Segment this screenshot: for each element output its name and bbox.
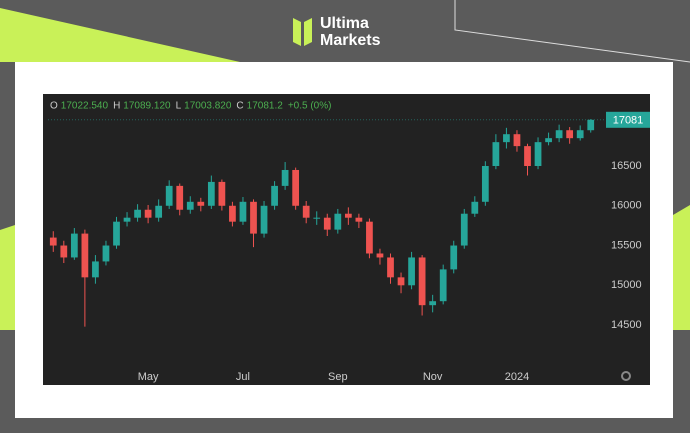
candle-body	[355, 217, 363, 222]
candle-body	[197, 201, 205, 206]
settings-icon[interactable]	[621, 371, 631, 381]
candle-body	[239, 201, 247, 222]
candle-body	[471, 201, 479, 214]
candle-body	[323, 217, 331, 230]
legend-value: 17003.820	[184, 101, 232, 112]
y-tick-label: 16000	[611, 200, 642, 212]
candle-body	[545, 138, 552, 143]
candle-body	[481, 166, 489, 202]
candle-body	[492, 142, 500, 167]
candle-body	[70, 233, 78, 258]
accent	[673, 205, 690, 330]
candle-body	[555, 130, 563, 139]
candle-body	[302, 205, 310, 218]
y-tick-label: 16500	[611, 160, 642, 172]
candle-body	[250, 201, 257, 234]
candle-body	[503, 134, 510, 143]
candle-body	[271, 185, 278, 206]
candle-body	[460, 213, 468, 246]
candle-body	[313, 217, 321, 219]
candle-body	[397, 277, 405, 286]
legend-value: 17022.540	[61, 101, 109, 112]
x-tick-label: Nov	[423, 371, 443, 383]
last-price-label: 17081	[613, 115, 644, 127]
candle-body	[344, 213, 352, 218]
logo: Ultima Markets	[293, 15, 381, 49]
accent	[0, 8, 240, 62]
candle-body	[408, 257, 415, 286]
gear[interactable]	[621, 371, 631, 381]
legend-value: 17089.120	[123, 101, 171, 112]
candle-body	[387, 257, 394, 278]
accent	[0, 225, 15, 330]
candle-body	[92, 261, 99, 278]
candle-body	[123, 217, 131, 222]
candle-body	[176, 185, 184, 210]
candle-body	[102, 245, 110, 262]
legend-key: H	[113, 101, 120, 112]
x-tick-label: May	[138, 371, 159, 383]
candle-body	[218, 181, 226, 206]
candle-body	[366, 221, 373, 254]
candle-body	[144, 209, 152, 218]
legend-key: L	[176, 101, 182, 112]
candle-body	[292, 169, 300, 206]
candle-body	[376, 253, 384, 258]
candle-body	[260, 205, 268, 234]
candle-body	[281, 169, 289, 186]
candle-body	[334, 213, 342, 230]
candle-body	[524, 146, 531, 167]
candle-body	[81, 233, 89, 278]
logo-icon	[293, 18, 301, 46]
candle-body	[134, 209, 141, 218]
brand: Markets	[320, 32, 381, 49]
candle-body	[534, 142, 542, 167]
x-tick-label: 2024	[505, 371, 529, 383]
candle-body	[155, 205, 163, 218]
ohlc-legend: O 17022.540 H 17089.120 L 17003.820 C 17081.2 +0…	[50, 101, 331, 112]
candle-body	[450, 245, 458, 270]
candle-body	[587, 119, 595, 131]
last-price-badge	[606, 111, 650, 128]
candle-body	[113, 221, 120, 246]
logo-icon	[304, 18, 312, 46]
legend-change: +0.5 (0%)	[288, 101, 332, 112]
candle-body	[207, 181, 215, 206]
legend-value: 17081.2	[247, 101, 284, 112]
brand: Ultima	[320, 15, 369, 32]
x-tick-label: Sep	[328, 371, 348, 383]
y-tick-label: 15000	[611, 279, 642, 291]
candle-body	[439, 269, 447, 302]
candle-body	[186, 201, 194, 210]
y-tick-label: 15500	[611, 239, 642, 251]
candle-body	[418, 257, 426, 306]
legend-key: O	[50, 101, 58, 112]
legend-key: C	[236, 101, 243, 112]
candle-body	[566, 130, 574, 139]
y-tick-label: 14500	[611, 319, 642, 331]
candle-body	[49, 237, 57, 246]
decor-line	[454, 0, 690, 63]
candle-body	[576, 130, 584, 139]
candle-body	[60, 245, 68, 258]
candle-body	[229, 205, 236, 222]
x-tick-label: Jul	[236, 371, 250, 383]
candle-body	[513, 134, 521, 147]
candle-body	[165, 185, 173, 206]
candle-body	[429, 301, 437, 306]
